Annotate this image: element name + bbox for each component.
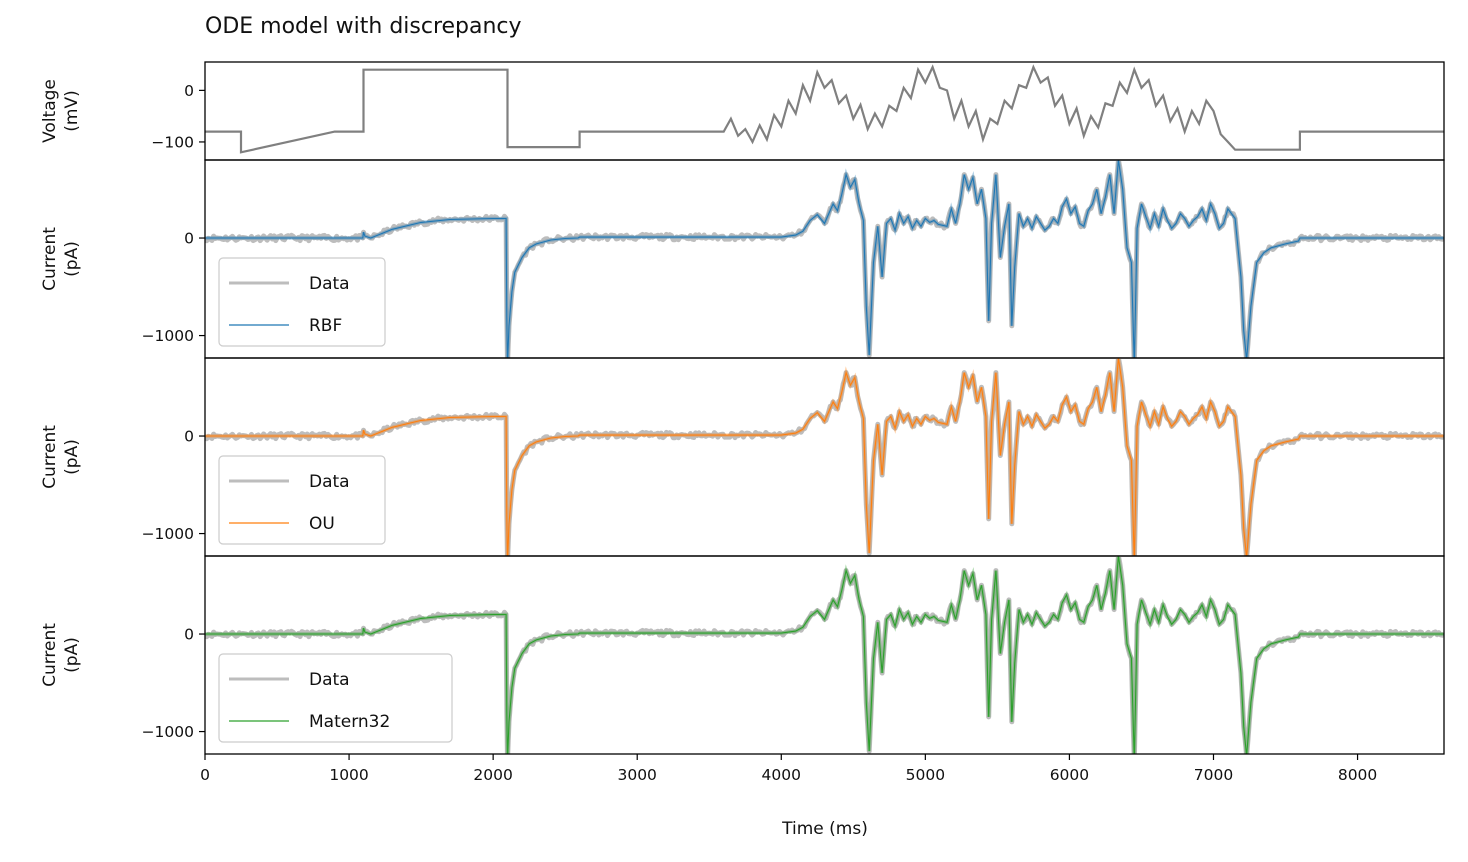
y-tick-label: −1000 — [142, 723, 194, 741]
model-band — [205, 358, 1444, 556]
x-axis: 0 1000 2000 3000 4000 5000 6000 7000 8000 — [200, 754, 1377, 784]
plot-area — [205, 64, 1444, 154]
legend-box — [218, 257, 386, 347]
y-tick-label: 0 — [184, 230, 194, 248]
axes-frame — [204, 61, 1445, 161]
legend: Data Matern32 — [218, 653, 453, 743]
legend-label: RBF — [309, 316, 342, 336]
x-axis-label: Time (ms) — [781, 819, 868, 839]
legend-label: Data — [309, 274, 350, 294]
legend: Data RBF — [218, 257, 386, 347]
x-tick-label: 6000 — [1050, 766, 1089, 784]
model-line-rbf — [205, 160, 1444, 358]
panel-4: 0 −1000 Current (pA) Data Matern32 — [40, 555, 1445, 755]
y-tick-label: −1000 — [142, 327, 194, 345]
panels: 0 −100 Voltage (mV) 0 −1000 Current (pA) Data RBF… — [40, 61, 1445, 755]
y-axis-label: Voltage (mV) — [40, 79, 82, 143]
x-tick-label: 8000 — [1338, 766, 1377, 784]
plot-area — [205, 358, 1444, 556]
y-axis-label: Current (pA) — [40, 425, 82, 489]
x-tick-label: 7000 — [1194, 766, 1233, 784]
panel-1: 0 −100 Voltage (mV) — [40, 61, 1445, 161]
y-tick-label: −100 — [151, 133, 194, 151]
x-tick-label: 3000 — [617, 766, 656, 784]
x-tick-label: 0 — [200, 766, 210, 784]
panel-3: 0 −1000 Current (pA) Data OU — [40, 357, 1445, 557]
y-axis-label: Current (pA) — [40, 227, 82, 291]
y-tick-label: 0 — [184, 428, 194, 446]
legend-label: Data — [309, 670, 350, 690]
x-tick-label: 1000 — [329, 766, 368, 784]
x-tick-label: 2000 — [473, 766, 512, 784]
x-tick-label: 5000 — [906, 766, 945, 784]
y-axis-label: Current (pA) — [40, 623, 82, 687]
model-line-matern32 — [205, 556, 1444, 754]
axes-frame — [204, 555, 1445, 755]
panel-2: 0 −1000 Current (pA) Data RBF — [40, 159, 1445, 359]
model-line-ou — [205, 358, 1444, 556]
y-tick-label: 0 — [184, 82, 194, 100]
y-tick-label: 0 — [184, 626, 194, 644]
legend-label: Matern32 — [309, 712, 390, 732]
plot-area — [205, 160, 1444, 358]
model-band — [205, 160, 1444, 358]
legend: Data OU — [218, 455, 386, 545]
y-tick-label: −1000 — [142, 525, 194, 543]
legend-box — [218, 653, 453, 743]
legend-label: OU — [309, 514, 335, 534]
plot-area — [205, 556, 1444, 754]
x-tick-label: 4000 — [762, 766, 801, 784]
chart-title: ODE model with discrepancy — [205, 14, 522, 39]
legend-label: Data — [309, 472, 350, 492]
legend-box — [218, 455, 386, 545]
voltage-line — [205, 64, 1444, 154]
